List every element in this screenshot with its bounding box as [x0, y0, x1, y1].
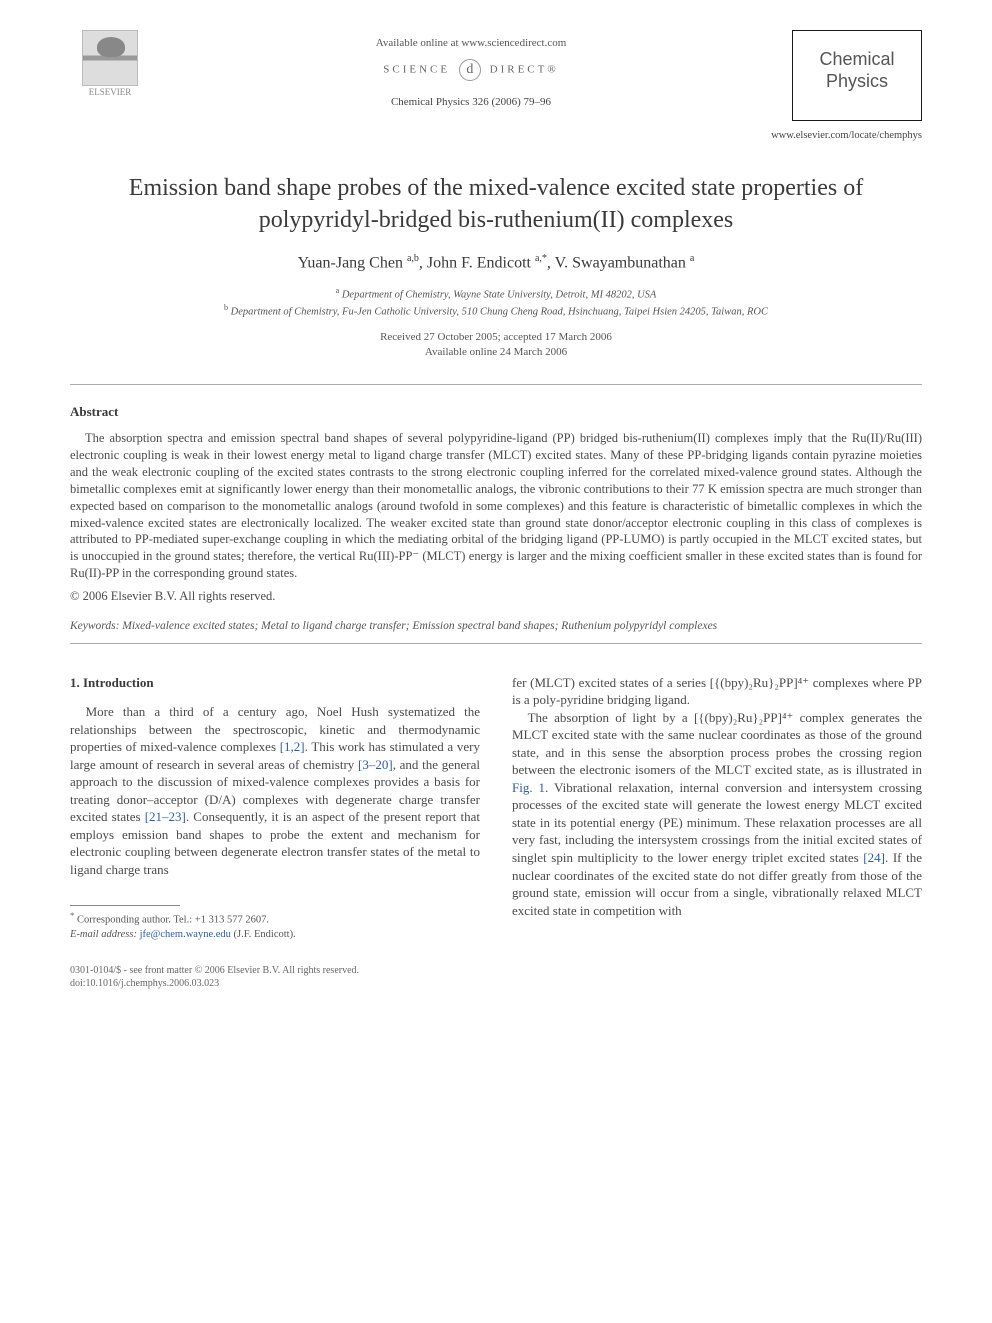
elsevier-logo: ELSEVIER — [70, 30, 150, 120]
footnote-rule — [70, 905, 180, 906]
abstract-text: The absorption spectra and emission spec… — [70, 431, 922, 580]
sd-word-2: DIRECT® — [490, 63, 559, 75]
email-address[interactable]: jfe@chem.wayne.edu — [140, 929, 231, 940]
locate-url[interactable]: www.elsevier.com/locate/chemphys — [70, 129, 922, 143]
email-label: E-mail address: — [70, 929, 137, 940]
footer-block: 0301-0104/$ - see front matter © 2006 El… — [70, 964, 480, 990]
intro-para-2: The absorption of light by a [{(bpy)₂Ru}… — [512, 709, 922, 920]
affiliation-b: b Department of Chemistry, Fu-Jen Cathol… — [70, 303, 922, 320]
author-3-name: V. Swayambunathan — [555, 254, 686, 271]
author-list: Yuan-Jang Chen a,b, John F. Endicott a,*… — [70, 252, 922, 274]
sd-word-1: SCIENCE — [383, 63, 450, 75]
elsevier-tree-icon — [82, 30, 138, 86]
publisher-name: ELSEVIER — [89, 86, 132, 98]
fig-1-link[interactable]: Fig. 1 — [512, 780, 545, 795]
intro-para-1-cont: fer (MLCT) excited states of a series [{… — [512, 674, 922, 709]
affiliation-a-text: Department of Chemistry, Wayne State Uni… — [342, 289, 656, 300]
author-3-aff: a — [690, 253, 694, 264]
ref-link-24[interactable]: [24] — [863, 850, 885, 865]
ref-link-21-23[interactable]: [21–23] — [145, 809, 186, 824]
p2-seg-a: The absorption of light by a [{(bpy)₂Ru}… — [512, 710, 922, 778]
ref-link-3-20[interactable]: [3–20] — [358, 757, 393, 772]
footer-doi: doi:10.1016/j.chemphys.2006.03.023 — [70, 977, 480, 990]
divider-rule — [70, 384, 922, 385]
available-online-text: Available online at www.sciencedirect.co… — [150, 36, 792, 51]
sd-at-icon: d — [459, 59, 481, 81]
corresponding-author-text: Corresponding author. Tel.: +1 313 577 2… — [77, 914, 269, 925]
online-date: Available online 24 March 2006 — [70, 345, 922, 360]
journal-name-line2: Physics — [801, 71, 913, 93]
corresponding-author: * Corresponding author. Tel.: +1 313 577… — [70, 910, 480, 928]
affiliations-block: a Department of Chemistry, Wayne State U… — [70, 286, 922, 320]
intro-para-1: More than a third of a century ago, Noel… — [70, 703, 480, 878]
received-date: Received 27 October 2005; accepted 17 Ma… — [70, 330, 922, 345]
abstract-heading: Abstract — [70, 403, 922, 421]
journal-name-line1: Chemical — [801, 49, 913, 71]
article-dates: Received 27 October 2005; accepted 17 Ma… — [70, 330, 922, 360]
abstract-body: The absorption spectra and emission spec… — [70, 430, 922, 582]
section-1-heading: 1. Introduction — [70, 674, 480, 692]
affiliation-b-text: Department of Chemistry, Fu-Jen Catholic… — [231, 307, 768, 318]
body-two-column: 1. Introduction More than a third of a c… — [70, 674, 922, 991]
author-1-name: Yuan-Jang Chen — [298, 254, 403, 271]
keywords-label: Keywords: — [70, 620, 119, 632]
email-line: E-mail address: jfe@chem.wayne.edu (J.F.… — [70, 928, 480, 942]
copyright-line: © 2006 Elsevier B.V. All rights reserved… — [70, 588, 922, 605]
keywords-block: Keywords: Mixed-valence excited states; … — [70, 619, 922, 635]
email-attribution: (J.F. Endicott). — [234, 929, 296, 940]
article-title: Emission band shape probes of the mixed-… — [70, 173, 922, 235]
ref-link-1-2[interactable]: [1,2] — [280, 739, 305, 754]
affiliation-a: a Department of Chemistry, Wayne State U… — [70, 286, 922, 303]
p1-seg-e: fer (MLCT) excited states of a series [{… — [512, 675, 922, 708]
page-header: ELSEVIER Available online at www.science… — [70, 30, 922, 121]
divider-rule-2 — [70, 643, 922, 644]
keywords-text: Mixed-valence excited states; Metal to l… — [122, 620, 717, 632]
footer-line-1: 0301-0104/$ - see front matter © 2006 El… — [70, 964, 480, 977]
p2-seg-b: . Vibrational relaxation, internal conve… — [512, 780, 922, 865]
author-2-name: John F. Endicott — [427, 254, 531, 271]
journal-title-box: Chemical Physics — [792, 30, 922, 121]
author-2-aff: a,* — [535, 253, 547, 264]
footnote-block: * Corresponding author. Tel.: +1 313 577… — [70, 905, 480, 991]
author-1-aff: a,b — [407, 253, 419, 264]
header-center: Available online at www.sciencedirect.co… — [150, 30, 792, 110]
journal-reference: Chemical Physics 326 (2006) 79–96 — [150, 95, 792, 110]
sciencedirect-logo: SCIENCE d DIRECT® — [150, 59, 792, 81]
